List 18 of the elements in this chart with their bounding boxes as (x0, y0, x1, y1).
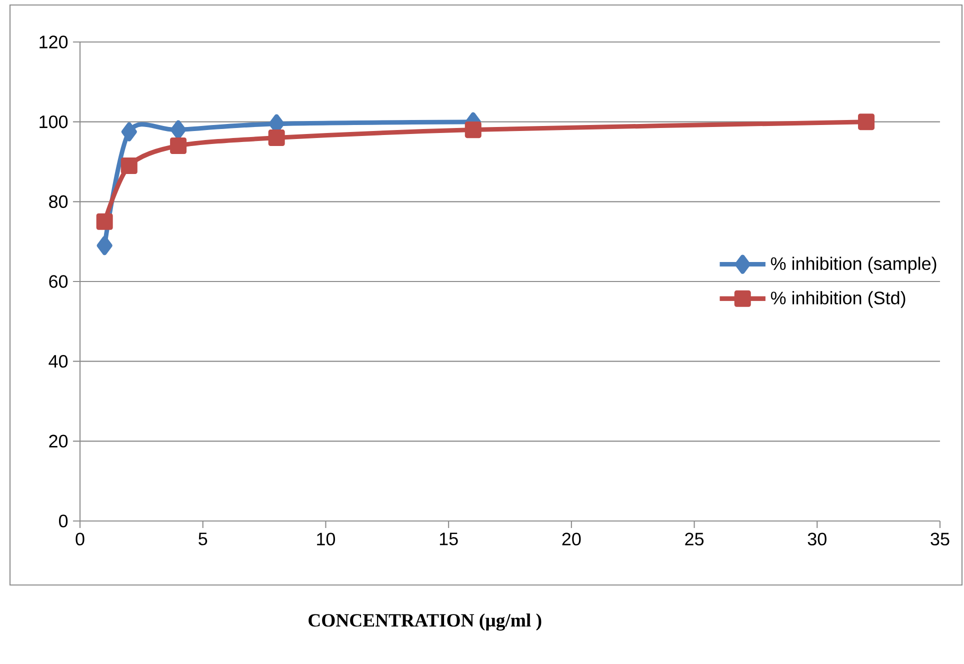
legend-label: % inhibition (Std) (770, 291, 906, 308)
x-tick-label: 5 (198, 532, 208, 546)
x-tick-label: 35 (930, 532, 950, 546)
x-tick-label: 0 (76, 532, 84, 546)
y-tick-label: 20 (49, 434, 68, 448)
x-tick-label: 20 (562, 532, 581, 546)
y-tick-label: 0 (59, 514, 68, 528)
y-tick-label: 40 (48, 354, 68, 368)
x-tick-label: 15 (440, 532, 458, 546)
y-tick-label: 100 (40, 115, 68, 128)
y-tick-label: 80 (49, 195, 68, 208)
x-tick-label: 25 (685, 532, 704, 546)
legend-label: % inhibition (sample) (770, 256, 936, 274)
x-axis-title: CONCENTRATION (µg/ml ) (308, 614, 542, 631)
y-tick-label: 60 (49, 275, 68, 288)
x-tick-label: 10 (317, 532, 336, 546)
x-tick-label: 30 (808, 532, 826, 546)
y-tick-label: 120 (40, 36, 68, 48)
